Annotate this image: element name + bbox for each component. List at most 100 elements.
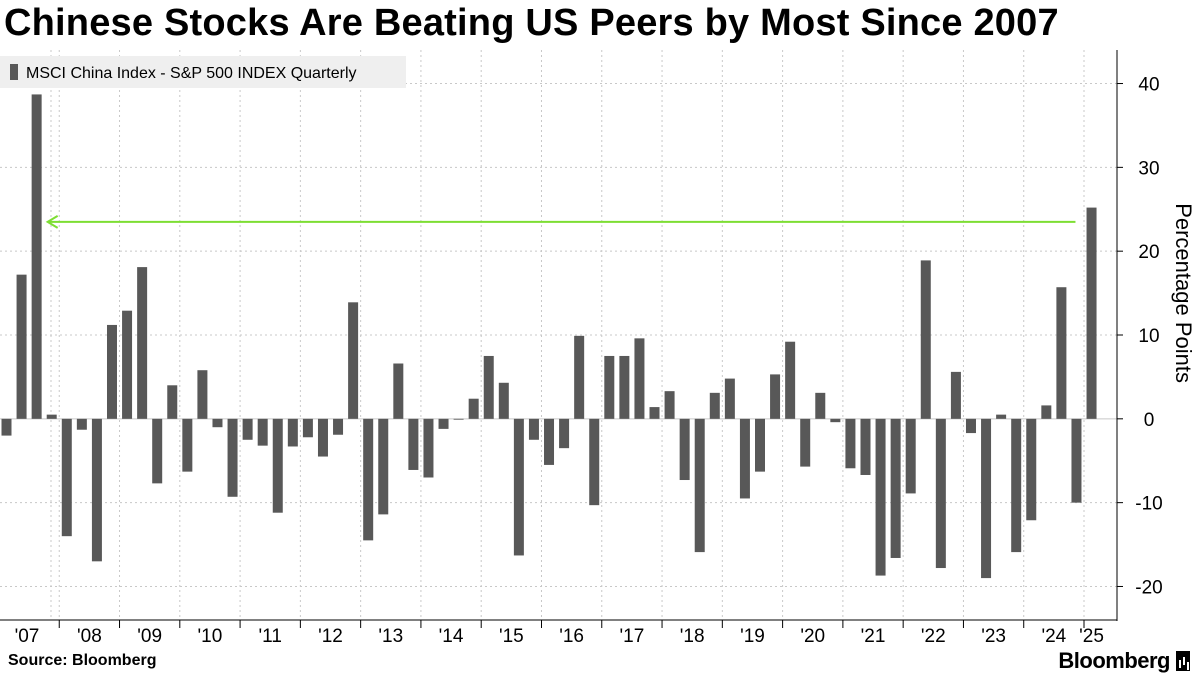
x-tick-label: '07 bbox=[15, 626, 40, 647]
bar-2024-Q3 bbox=[1056, 287, 1067, 419]
x-tick-label: '14 bbox=[439, 626, 464, 647]
bar-2011-Q4 bbox=[287, 418, 298, 447]
y-tick-label: 20 bbox=[1138, 242, 1159, 263]
bar-2019-Q1 bbox=[724, 378, 735, 419]
x-tick-label: '24 bbox=[1041, 626, 1066, 647]
y-tick-label: -20 bbox=[1135, 577, 1162, 598]
bar-2016-Q4 bbox=[589, 418, 600, 506]
bar-2023-Q3 bbox=[996, 414, 1007, 419]
x-tick-label: '08 bbox=[77, 626, 102, 647]
bar-2008-Q3 bbox=[91, 418, 102, 562]
bar-2013-Q2 bbox=[378, 418, 389, 515]
legend-swatch bbox=[10, 64, 18, 80]
bar-2017-Q4 bbox=[649, 407, 660, 419]
bar-2019-Q4 bbox=[770, 374, 781, 419]
bar-2020-Q2 bbox=[800, 418, 811, 467]
bar-2022-Q2 bbox=[920, 260, 931, 419]
annotation-arrow-head bbox=[45, 214, 59, 229]
bar-2018-Q2 bbox=[679, 418, 690, 481]
bar-2010-Q4 bbox=[227, 418, 238, 497]
x-tick-label: '12 bbox=[318, 626, 343, 647]
bar-2010-Q3 bbox=[212, 418, 223, 428]
bar-2012-Q1 bbox=[302, 418, 313, 438]
bar-2025-Q1 bbox=[1086, 207, 1097, 419]
bar-2017-Q1 bbox=[604, 355, 615, 419]
bar-2008-Q4 bbox=[106, 324, 117, 419]
x-tick-label: '09 bbox=[137, 626, 162, 647]
bar-2007-Q1 bbox=[1, 418, 12, 436]
bar-2019-Q2 bbox=[739, 418, 750, 499]
bar-2024-Q2 bbox=[1041, 405, 1052, 419]
bar-2020-Q3 bbox=[815, 392, 826, 419]
x-tick-label: '22 bbox=[921, 626, 946, 647]
bar-2011-Q2 bbox=[257, 418, 268, 446]
x-tick-label: '11 bbox=[259, 626, 282, 647]
bar-2009-Q1 bbox=[122, 310, 133, 419]
bar-2017-Q3 bbox=[634, 338, 645, 419]
y-tick-label: 40 bbox=[1138, 75, 1159, 96]
bar-2020-Q1 bbox=[785, 341, 796, 419]
bar-2018-Q4 bbox=[709, 392, 720, 419]
x-tick-label: '13 bbox=[378, 626, 403, 647]
bar-2021-Q3 bbox=[875, 418, 886, 576]
bar-2018-Q3 bbox=[694, 418, 705, 553]
bar-2015-Q3 bbox=[513, 418, 524, 556]
y-axis-title: Percentage Points bbox=[1171, 203, 1196, 383]
bar-2022-Q1 bbox=[905, 418, 916, 494]
bar-2014-Q2 bbox=[438, 418, 449, 429]
x-tick-label: '16 bbox=[559, 626, 584, 647]
bar-2009-Q2 bbox=[137, 267, 148, 419]
bar-2021-Q2 bbox=[860, 418, 871, 475]
source-note: Source: Bloomberg bbox=[8, 652, 157, 669]
bar-2014-Q1 bbox=[423, 418, 434, 478]
bar-2016-Q1 bbox=[544, 418, 555, 465]
x-tick-label: '23 bbox=[981, 626, 1006, 647]
bar-2020-Q4 bbox=[830, 418, 841, 423]
y-tick-label: -10 bbox=[1135, 494, 1162, 515]
bar-2010-Q2 bbox=[197, 370, 208, 419]
bar-2009-Q3 bbox=[152, 418, 163, 484]
x-tick-label: '10 bbox=[198, 626, 223, 647]
bar-2016-Q2 bbox=[559, 418, 570, 449]
bar-2010-Q1 bbox=[182, 418, 193, 472]
bar-2007-Q3 bbox=[31, 94, 42, 419]
y-tick-label: 30 bbox=[1138, 158, 1159, 179]
bar-2015-Q1 bbox=[483, 355, 494, 419]
bar-2023-Q4 bbox=[1011, 418, 1022, 553]
bar-2013-Q3 bbox=[393, 363, 404, 419]
bar-2015-Q2 bbox=[498, 382, 509, 419]
bar-2013-Q1 bbox=[363, 418, 374, 541]
y-tick-label: 0 bbox=[1144, 410, 1155, 431]
bar-2021-Q1 bbox=[845, 418, 856, 469]
bar-2009-Q4 bbox=[167, 385, 178, 419]
bar-2022-Q4 bbox=[950, 371, 961, 419]
bar-2017-Q2 bbox=[619, 355, 630, 419]
bar-2018-Q1 bbox=[664, 391, 675, 419]
y-tick-label: 10 bbox=[1138, 326, 1159, 347]
x-tick-label: '21 bbox=[861, 626, 886, 647]
x-tick-label: '19 bbox=[740, 626, 765, 647]
bar-2019-Q3 bbox=[755, 418, 765, 472]
bar-2014-Q4 bbox=[468, 398, 479, 419]
bar-2024-Q4 bbox=[1071, 418, 1082, 503]
x-tick-label: '17 bbox=[620, 626, 645, 647]
bar-2016-Q3 bbox=[574, 335, 585, 419]
x-tick-label: '20 bbox=[800, 626, 825, 647]
bar-2021-Q4 bbox=[890, 418, 901, 558]
bar-2011-Q1 bbox=[242, 418, 253, 440]
bar-2012-Q3 bbox=[333, 418, 344, 435]
bar-2011-Q3 bbox=[272, 418, 283, 513]
bar-2008-Q2 bbox=[76, 418, 87, 430]
bar-2008-Q1 bbox=[61, 418, 72, 537]
bar-2023-Q2 bbox=[981, 418, 992, 579]
chart-title: Chinese Stocks Are Beating US Peers by M… bbox=[4, 2, 1059, 44]
bloomberg-terminal-icon bbox=[1176, 651, 1190, 671]
legend-label: MSCI China Index - S&P 500 INDEX Quarter… bbox=[26, 65, 357, 82]
x-tick-label: '18 bbox=[680, 626, 705, 647]
x-tick-label: '25 bbox=[1079, 626, 1104, 647]
bar-2012-Q2 bbox=[317, 418, 328, 457]
bar-2012-Q4 bbox=[348, 302, 359, 419]
bar-2014-Q3 bbox=[453, 418, 464, 420]
bar-2024-Q1 bbox=[1026, 418, 1037, 521]
